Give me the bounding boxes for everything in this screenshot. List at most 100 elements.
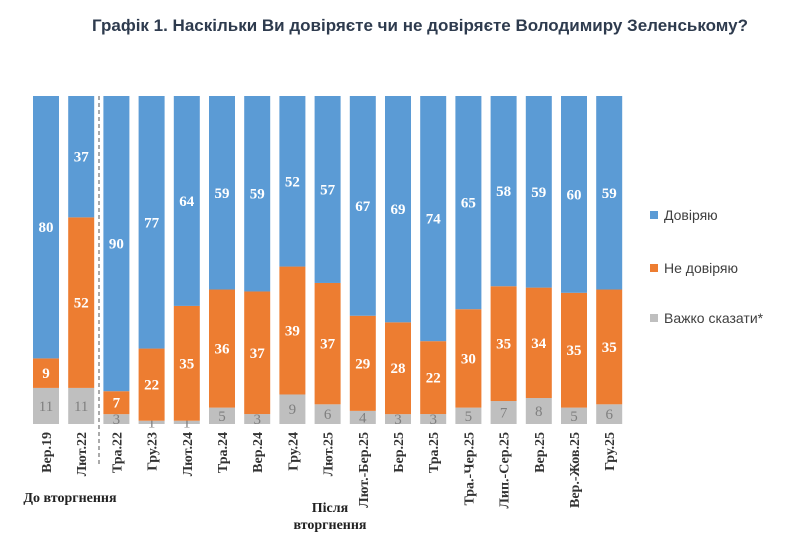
bar-segment-hard-to-say bbox=[314, 404, 341, 424]
data-label-distrust: 29 bbox=[355, 356, 370, 372]
legend-label: Важко сказати* bbox=[664, 310, 764, 326]
bar-segment-hard-to-say bbox=[349, 410, 376, 424]
legend-swatch-orange bbox=[650, 264, 658, 272]
data-label-hard-to-say: 11 bbox=[39, 399, 53, 415]
data-label-distrust: 30 bbox=[461, 351, 476, 367]
bar-segment-distrust bbox=[209, 289, 235, 408]
data-label-distrust: 52 bbox=[74, 296, 89, 312]
bar-segment-hard-to-say bbox=[279, 394, 306, 424]
bar-segment-distrust bbox=[385, 322, 411, 415]
data-label-trust: 57 bbox=[320, 182, 336, 198]
x-tick-label: Лют.22 bbox=[75, 432, 90, 476]
x-tick-label: Лип.-Сер.25 bbox=[498, 432, 513, 509]
bar-segment-distrust bbox=[244, 291, 271, 415]
data-label-distrust: 37 bbox=[320, 337, 336, 353]
x-tick-label: Вер.24 bbox=[251, 432, 266, 473]
data-label-distrust: 35 bbox=[496, 337, 511, 353]
x-tick-label: Тра.25 bbox=[427, 432, 442, 473]
bar-segment-trust bbox=[173, 96, 200, 306]
annotation-after-invasion: Після вторгнення bbox=[293, 501, 367, 533]
data-label-distrust: 37 bbox=[250, 346, 266, 362]
bar-segment-trust bbox=[314, 96, 341, 283]
x-tick-label: Вер.25 bbox=[533, 432, 548, 473]
data-label-trust: 65 bbox=[461, 196, 476, 212]
bar-segment-trust bbox=[349, 96, 376, 316]
data-label-hard-to-say: 5 bbox=[465, 409, 473, 425]
data-label-trust: 90 bbox=[109, 237, 124, 253]
data-label-distrust: 34 bbox=[531, 336, 547, 352]
data-label-trust: 59 bbox=[531, 185, 546, 201]
data-label-trust: 59 bbox=[250, 187, 265, 203]
bar-segment-hard-to-say bbox=[490, 401, 517, 424]
x-tick-label: Вер.-Жов.25 bbox=[568, 432, 583, 508]
legend-swatch-blue bbox=[650, 211, 658, 219]
x-tick-label: Тра.-Чер.25 bbox=[462, 432, 477, 506]
data-label-trust: 58 bbox=[496, 184, 511, 200]
bar-segment-distrust bbox=[68, 217, 95, 388]
bar-segment-hard-to-say bbox=[103, 414, 130, 424]
bar-segment-distrust bbox=[349, 315, 376, 411]
bar-segment-trust bbox=[525, 96, 552, 288]
bar-segment-hard-to-say bbox=[525, 398, 552, 424]
bar-segment-distrust bbox=[596, 289, 623, 405]
x-tick-label: Лют.24 bbox=[181, 432, 196, 476]
data-label-hard-to-say: 9 bbox=[289, 402, 297, 418]
data-label-hard-to-say: 3 bbox=[394, 412, 402, 428]
bar-segment-trust bbox=[138, 96, 165, 349]
x-tick-label: Бер.25 bbox=[392, 432, 407, 473]
bar-segment-trust bbox=[209, 96, 235, 290]
data-label-hard-to-say: 5 bbox=[570, 409, 578, 425]
bar-segment-hard-to-say bbox=[209, 407, 235, 424]
bar-segment-trust bbox=[33, 96, 59, 359]
annotation-before-invasion: До вторгнення bbox=[23, 491, 117, 506]
x-tick-label: Тра.22 bbox=[110, 432, 125, 473]
data-label-distrust: 39 bbox=[285, 324, 300, 340]
data-label-trust: 59 bbox=[602, 186, 617, 202]
data-label-distrust: 36 bbox=[215, 342, 231, 358]
data-label-hard-to-say: 3 bbox=[253, 412, 261, 428]
x-tick-label: Гру.23 bbox=[146, 432, 161, 471]
data-label-hard-to-say: 1 bbox=[148, 415, 156, 431]
data-label-trust: 74 bbox=[426, 212, 442, 228]
chart-title: Графік 1. Наскільки Ви довіряєте чи не д… bbox=[91, 16, 748, 35]
data-label-trust: 52 bbox=[285, 174, 300, 190]
bar-segment-distrust bbox=[525, 287, 552, 399]
bar-segment-distrust bbox=[490, 286, 517, 402]
bar-segment-distrust bbox=[173, 305, 200, 421]
data-label-hard-to-say: 4 bbox=[359, 410, 367, 426]
bar-segment-distrust bbox=[314, 282, 341, 405]
data-label-trust: 59 bbox=[215, 186, 230, 202]
data-label-trust: 80 bbox=[39, 220, 54, 236]
data-label-distrust: 7 bbox=[113, 396, 121, 412]
bar-segment-distrust bbox=[33, 358, 59, 388]
data-label-distrust: 35 bbox=[567, 343, 582, 359]
legend-item-hard-to-say: Важко сказати* bbox=[650, 310, 763, 326]
x-tick-label: Лют.-Бер.25 bbox=[357, 432, 372, 508]
bar-segment-distrust bbox=[455, 309, 482, 408]
bar-segment-trust bbox=[596, 96, 623, 290]
bar-segment-hard-to-say bbox=[244, 414, 271, 424]
bar-segment-trust bbox=[68, 96, 95, 218]
bar-segment-hard-to-say bbox=[385, 414, 411, 424]
bar-segment-trust bbox=[561, 96, 587, 293]
bar-segment-hard-to-say bbox=[173, 420, 200, 424]
bar-segment-trust bbox=[455, 96, 482, 310]
bar-segment-trust bbox=[103, 96, 130, 392]
x-tick-label: Тра.24 bbox=[216, 432, 231, 473]
data-label-trust: 64 bbox=[179, 194, 195, 210]
x-tick-label: Лют.25 bbox=[322, 432, 337, 476]
bar-segment-trust bbox=[490, 96, 517, 287]
data-label-hard-to-say: 3 bbox=[113, 412, 121, 428]
legend-item-distrust: Не довіряю bbox=[650, 260, 738, 276]
data-label-trust: 60 bbox=[567, 187, 582, 203]
bar-segment-distrust bbox=[561, 292, 587, 408]
data-label-hard-to-say: 8 bbox=[535, 404, 543, 420]
data-label-distrust: 28 bbox=[391, 361, 406, 377]
bar-segment-hard-to-say bbox=[420, 414, 447, 424]
data-label-hard-to-say: 5 bbox=[218, 409, 226, 425]
bar-segment-distrust bbox=[103, 391, 130, 415]
bar-segment-trust bbox=[420, 96, 447, 342]
bar-segment-hard-to-say bbox=[33, 387, 59, 424]
bar-segment-hard-to-say bbox=[561, 407, 587, 424]
legend-label: Довіряю bbox=[664, 207, 718, 223]
